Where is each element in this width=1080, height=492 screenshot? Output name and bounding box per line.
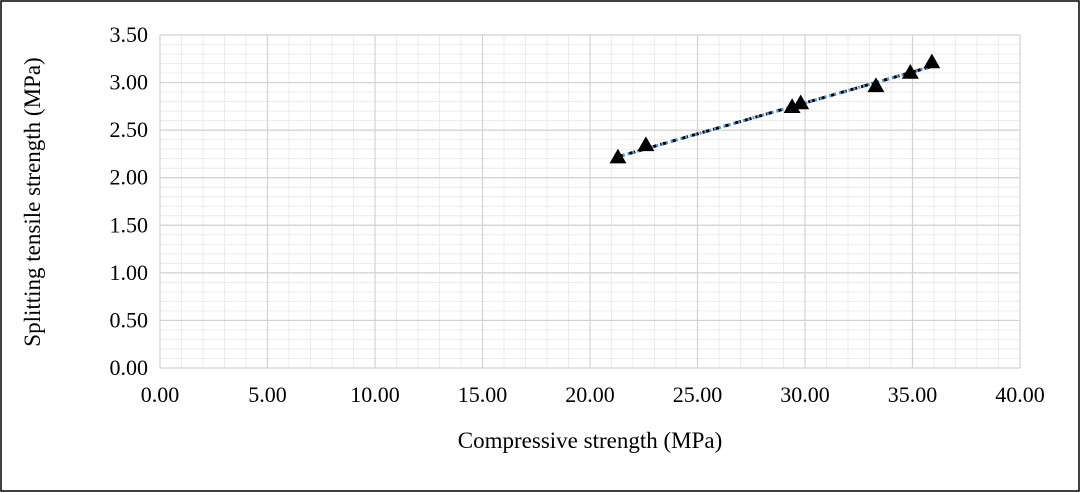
y-tick-label: 2.50 bbox=[110, 117, 149, 142]
major-gridlines bbox=[159, 34, 1021, 369]
x-tick-label: 10.00 bbox=[350, 382, 400, 407]
x-tick-label: 25.00 bbox=[673, 382, 723, 407]
y-tick-label: 3.00 bbox=[110, 70, 149, 95]
data-point bbox=[609, 148, 627, 164]
y-tick-label: 0.00 bbox=[110, 355, 149, 380]
data-point bbox=[637, 136, 655, 152]
data-points bbox=[609, 53, 941, 164]
y-axis-tick-labels: 0.00 0.50 1.00 1.50 2.00 2.50 3.00 3.50 bbox=[110, 22, 149, 380]
y-tick-label: 2.00 bbox=[110, 165, 149, 190]
x-tick-label: 40.00 bbox=[995, 382, 1045, 407]
y-tick-label: 1.50 bbox=[110, 212, 149, 237]
x-tick-label: 5.00 bbox=[248, 382, 287, 407]
data-point bbox=[923, 53, 941, 69]
y-tick-label: 0.50 bbox=[110, 307, 149, 332]
x-tick-label: 20.00 bbox=[565, 382, 615, 407]
y-tick-label: 1.00 bbox=[110, 260, 149, 285]
y-tick-label: 3.50 bbox=[110, 22, 149, 47]
x-axis-title: Compressive strength (MPa) bbox=[458, 428, 722, 453]
x-tick-label: 15.00 bbox=[458, 382, 508, 407]
y-axis-title: Splitting tensile strength (MPa) bbox=[20, 57, 45, 346]
x-tick-label: 30.00 bbox=[780, 382, 830, 407]
data-point bbox=[867, 77, 885, 93]
x-tick-label: 35.00 bbox=[888, 382, 938, 407]
x-axis-tick-labels: 0.00 5.00 10.00 15.00 20.00 25.00 30.00 35.00 40… bbox=[141, 382, 1045, 407]
data-point bbox=[901, 64, 919, 79]
x-tick-label: 0.00 bbox=[141, 382, 180, 407]
data-point bbox=[792, 94, 810, 110]
